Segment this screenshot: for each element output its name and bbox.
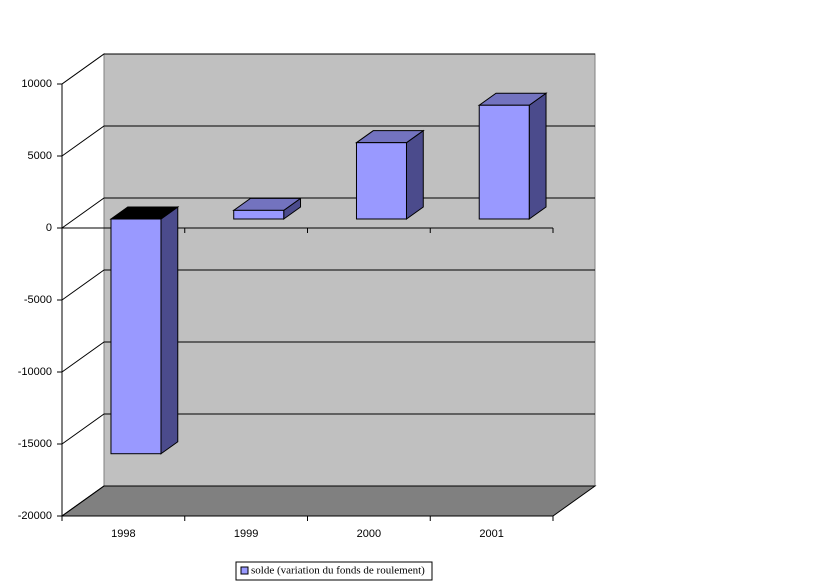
legend: solde (variation du fonds de roulement): [235, 561, 433, 581]
bar-side: [405, 129, 424, 220]
grid-line: [61, 485, 595, 517]
bar-side: [528, 92, 547, 220]
legend-swatch: [240, 566, 249, 575]
grid-line: [61, 53, 595, 85]
x-tick-label: 2001: [479, 528, 503, 540]
bar: [355, 142, 407, 220]
grid-line: [61, 125, 595, 157]
x-tick-label: 2000: [357, 528, 381, 540]
y-tick-label: -20000: [18, 510, 52, 522]
grid-line: [61, 341, 595, 373]
legend-box: [235, 561, 433, 581]
bar: [110, 218, 162, 455]
bar-side: [160, 206, 179, 455]
bar: [478, 104, 530, 220]
y-tick-label: -15000: [18, 438, 52, 450]
grid-line: [61, 413, 595, 445]
grid-line: [61, 269, 595, 301]
grid-line: [61, 197, 595, 229]
y-tick-label: 10000: [21, 78, 52, 90]
y-tick-label: 5000: [28, 150, 52, 162]
bar: [233, 209, 285, 220]
y-tick-label: -10000: [18, 366, 52, 378]
x-tick-label: 1999: [234, 528, 258, 540]
y-tick-label: 0: [46, 222, 52, 234]
y-tick-label: -5000: [24, 294, 52, 306]
floor: [60, 485, 597, 517]
legend-label: solde (variation du fonds de roulement): [251, 565, 425, 577]
x-tick-label: 1998: [111, 528, 135, 540]
